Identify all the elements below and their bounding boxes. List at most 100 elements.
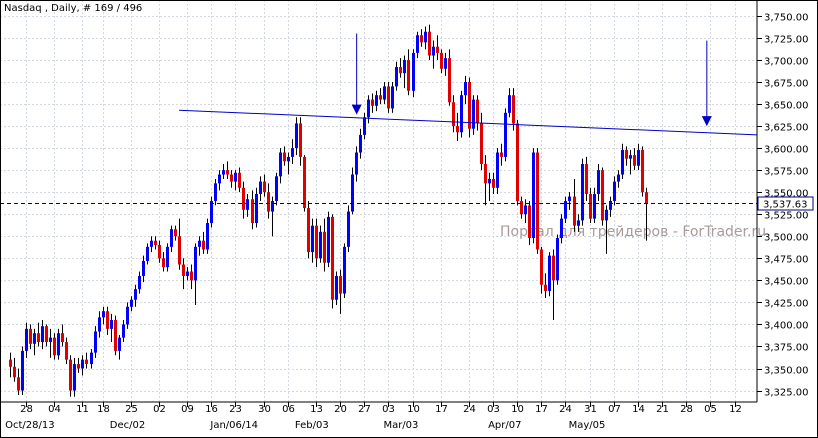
price-tick-label: 3,575.00: [764, 167, 809, 178]
time-axis: 28 04 11 18 25 02 09 16 23 30 06 13 20 27 03 10 17 24 03 10…: [5, 402, 742, 431]
candle-down: [114, 320, 117, 351]
candle-up: [98, 317, 101, 332]
candle-down: [536, 152, 539, 250]
time-tick-label: 30: [258, 404, 271, 415]
candle-up: [403, 59, 406, 74]
candle-down: [37, 333, 40, 343]
time-tick-label: 09: [181, 404, 194, 415]
candle-up: [416, 35, 419, 53]
candle-up: [194, 246, 197, 281]
candle-down: [420, 35, 423, 43]
candle-down: [178, 236, 181, 265]
candle-down: [85, 359, 88, 365]
candle-up: [363, 117, 366, 135]
candle-down: [106, 311, 109, 329]
candle-up: [90, 352, 93, 365]
candle-down: [573, 196, 576, 226]
candle-up: [613, 181, 616, 201]
candle-down: [492, 178, 495, 188]
time-tick-label: 17: [535, 404, 548, 415]
candle-up: [359, 134, 362, 153]
candle-up: [532, 152, 535, 239]
candle-up: [383, 86, 386, 100]
candle-up: [49, 337, 52, 343]
candle-down: [162, 258, 165, 268]
candle-down: [230, 174, 233, 182]
candle-up: [170, 229, 173, 247]
candle-up: [102, 311, 105, 318]
candle-down: [448, 58, 451, 103]
candle-up: [259, 181, 262, 194]
candle-up: [629, 155, 632, 159]
candle-up: [166, 246, 169, 268]
candle-up: [444, 58, 447, 69]
date-label: Apr/07: [488, 420, 521, 431]
time-tick-label: 23: [229, 404, 242, 415]
candle-down: [182, 264, 185, 276]
candle-up: [367, 99, 370, 118]
candle-up: [218, 174, 221, 184]
candle-up: [637, 149, 640, 166]
price-tick-label: 3,500.00: [764, 233, 809, 244]
candle-down: [242, 187, 245, 210]
candle-down: [303, 156, 306, 209]
candle-down: [520, 201, 523, 215]
candle-up: [246, 199, 249, 210]
time-tick-label: 07: [608, 404, 621, 415]
time-tick-label: 28: [680, 404, 693, 415]
candle-up: [234, 172, 237, 182]
candle-down: [315, 225, 318, 259]
time-tick-label: 13: [310, 404, 323, 415]
time-tick-label: 03: [487, 404, 500, 415]
candle-down: [645, 192, 648, 204]
candle-up: [130, 299, 133, 307]
candle-down: [528, 205, 531, 239]
candle-up: [134, 289, 137, 300]
candle-up: [150, 240, 153, 247]
candle-down: [174, 229, 177, 237]
candle-down: [29, 328, 32, 344]
candle-up: [412, 52, 415, 91]
candle-down: [53, 337, 56, 356]
candle-up: [577, 220, 580, 226]
date-label: Jan/06/14: [209, 420, 258, 431]
price-tick-label: 3,525.00: [764, 211, 809, 222]
time-tick-label: 10: [511, 404, 524, 415]
time-tick-label: 24: [463, 404, 476, 415]
candle-up: [25, 328, 28, 351]
candle-up: [508, 95, 511, 113]
candle-up: [138, 275, 141, 290]
candle-up: [375, 95, 378, 106]
time-tick-label: 03: [382, 404, 395, 415]
candle-down: [641, 149, 644, 193]
candle-down: [544, 284, 547, 291]
candle-down: [452, 102, 455, 127]
candle-up: [81, 359, 84, 369]
candle-up: [291, 148, 294, 157]
arrow-down-icon: [351, 104, 362, 115]
candle-down: [407, 59, 410, 91]
candle-down: [65, 342, 68, 360]
candle-up: [347, 211, 350, 247]
time-tick-label: 27: [358, 404, 371, 415]
time-tick-label: 16: [205, 404, 218, 415]
time-tick-label: 20: [334, 404, 347, 415]
date-label: Dec/02: [110, 420, 145, 431]
price-tick-label: 3,600.00: [764, 145, 809, 156]
candle-down: [77, 364, 80, 369]
price-tick-label: 3,675.00: [764, 79, 809, 90]
candle-up: [295, 123, 298, 149]
candle-up: [222, 170, 225, 175]
candle-down: [263, 181, 266, 193]
candle-up: [564, 201, 567, 219]
candle-down: [371, 99, 374, 106]
candle-up: [472, 99, 475, 129]
candle-up: [556, 238, 559, 281]
candle-down: [484, 163, 487, 184]
candle-up: [198, 240, 201, 247]
candle-up: [593, 193, 596, 219]
candle-up: [327, 216, 330, 263]
time-tick-label: 25: [125, 404, 138, 415]
watermark: Портал для трейдеров - ForTrader.ru: [500, 224, 766, 240]
